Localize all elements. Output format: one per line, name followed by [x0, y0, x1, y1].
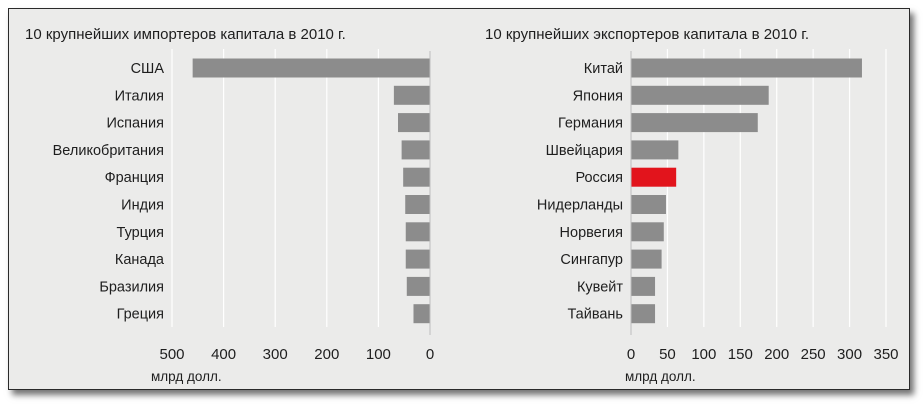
- bar-importer-7: [405, 249, 430, 269]
- bar-exporter-3: [631, 140, 679, 160]
- category-label: Бразилия: [99, 279, 164, 295]
- tick-label: 150: [728, 346, 753, 363]
- bar-importer-8: [406, 276, 430, 296]
- bar-importer-3: [401, 140, 430, 160]
- tick-label: 0: [426, 346, 434, 363]
- category-label: Тайвань: [567, 307, 623, 323]
- tick-label: 350: [873, 346, 898, 363]
- category-label: Нидерланды: [537, 198, 623, 214]
- category-label: Норвегия: [560, 225, 623, 241]
- tick-label: 0: [627, 346, 635, 363]
- unit-label: млрд долл.: [151, 369, 222, 384]
- bar-exporter-5: [631, 195, 666, 214]
- tick-label: 200: [314, 346, 339, 363]
- bar-exporter-2: [631, 113, 758, 133]
- bar-importer-4: [403, 167, 430, 187]
- tick-label: 300: [263, 346, 288, 363]
- category-label: Турция: [117, 225, 164, 241]
- category-label: Канада: [115, 252, 165, 268]
- category-label: США: [131, 61, 165, 77]
- category-label: Россия: [575, 170, 623, 186]
- category-label: Греция: [117, 307, 164, 323]
- bar-exporter-0: [631, 58, 862, 78]
- chart-canvas: 10 крупнейших импортеров капитала в 2010…: [25, 26, 899, 384]
- tick-label: 400: [211, 346, 236, 363]
- bar-importer-2: [398, 113, 430, 133]
- category-label: Франция: [105, 170, 164, 186]
- importers-chart: 10 крупнейших импортеров капитала в 2010…: [25, 26, 434, 384]
- category-label: Сингапур: [560, 252, 623, 268]
- bar-importer-5: [405, 195, 430, 214]
- category-label: Индия: [121, 198, 164, 214]
- category-label: Германия: [558, 116, 623, 132]
- bar-importer-9: [413, 304, 430, 324]
- bar-exporter-7: [631, 249, 662, 269]
- bar-exporter-6: [631, 222, 664, 242]
- category-label: Испания: [106, 116, 164, 132]
- tick-label: 250: [801, 346, 826, 363]
- category-label: Швейцария: [546, 143, 623, 159]
- category-label: Китай: [584, 61, 623, 77]
- bar-importer-1: [393, 85, 430, 105]
- category-label: Кувейт: [577, 279, 623, 295]
- unit-label: млрд долл.: [625, 369, 696, 384]
- bar-importer-6: [405, 222, 430, 242]
- bar-exporter-4: [631, 167, 677, 187]
- category-label: Япония: [573, 88, 623, 104]
- tick-label: 500: [159, 346, 184, 363]
- chart-title: 10 крупнейших импортеров капитала в 2010…: [25, 26, 346, 43]
- tick-label: 200: [764, 346, 789, 363]
- category-label: Великобритания: [53, 143, 164, 159]
- tick-label: 300: [837, 346, 862, 363]
- chart-title: 10 крупнейших экспортеров капитала в 201…: [485, 26, 809, 43]
- category-label: Италия: [115, 88, 164, 104]
- bar-exporter-1: [631, 85, 769, 105]
- bar-exporter-8: [631, 276, 656, 296]
- chart-frame: 10 крупнейших импортеров капитала в 2010…: [8, 8, 910, 390]
- tick-label: 100: [691, 346, 716, 363]
- tick-label: 100: [366, 346, 391, 363]
- tick-label: 50: [659, 346, 676, 363]
- bar-importer-0: [192, 58, 430, 78]
- exporters-chart: 10 крупнейших экспортеров капитала в 201…: [485, 26, 899, 384]
- bar-exporter-9: [631, 304, 656, 324]
